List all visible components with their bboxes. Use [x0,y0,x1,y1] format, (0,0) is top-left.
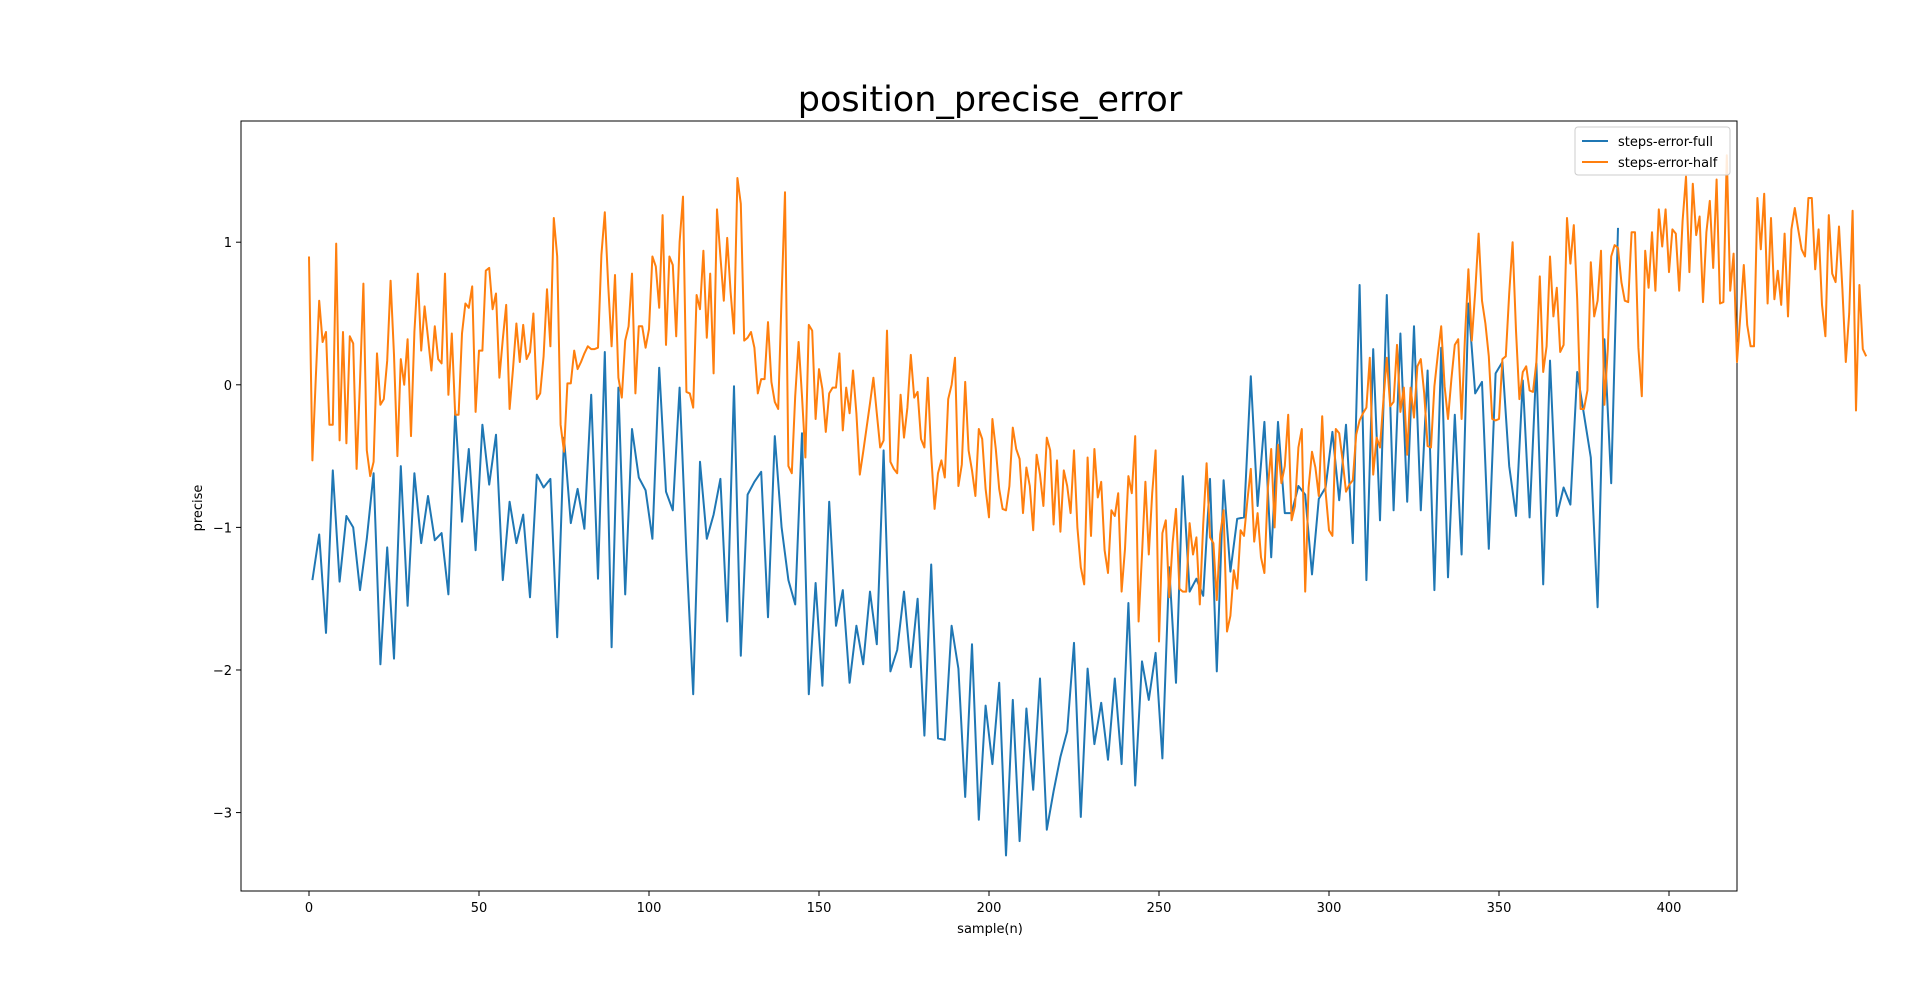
y-tick-label: −2 [213,664,232,679]
series-layer [308,154,1868,857]
x-tick-label: 50 [471,901,488,916]
x-tick-label: 250 [1147,901,1172,916]
legend-entry: steps-error-half [1618,156,1718,171]
legend-entry: steps-error-full [1618,135,1713,150]
x-axis-label: sample(n) [957,922,1023,937]
x-tick-label: 150 [807,901,832,916]
x-tick-label: 400 [1657,901,1682,916]
y-tick-label: 0 [224,379,232,394]
y-axis-label: precise [191,485,206,532]
legend-box [1574,126,1731,176]
x-tick-label: 350 [1487,901,1512,916]
x-tick-label: 200 [977,901,1002,916]
x-tick-label: 300 [1317,901,1342,916]
x-tick-label: 0 [305,901,313,916]
series-line-steps-error-full [311,227,1619,857]
chart-title: position_precise_error [798,80,1183,120]
series-line-steps-error-half [308,154,1868,643]
y-tick-label: −1 [213,521,232,536]
y-axis: −3 −2 −1 0 1 [213,236,241,822]
y-tick-label: −3 [213,807,232,822]
x-axis: 0 50 100 150 200 250 300 350 400 [305,891,1682,916]
y-tick-label: 1 [224,236,232,251]
legend: steps-error-full steps-error-half [1574,126,1731,176]
x-tick-label: 100 [637,901,662,916]
